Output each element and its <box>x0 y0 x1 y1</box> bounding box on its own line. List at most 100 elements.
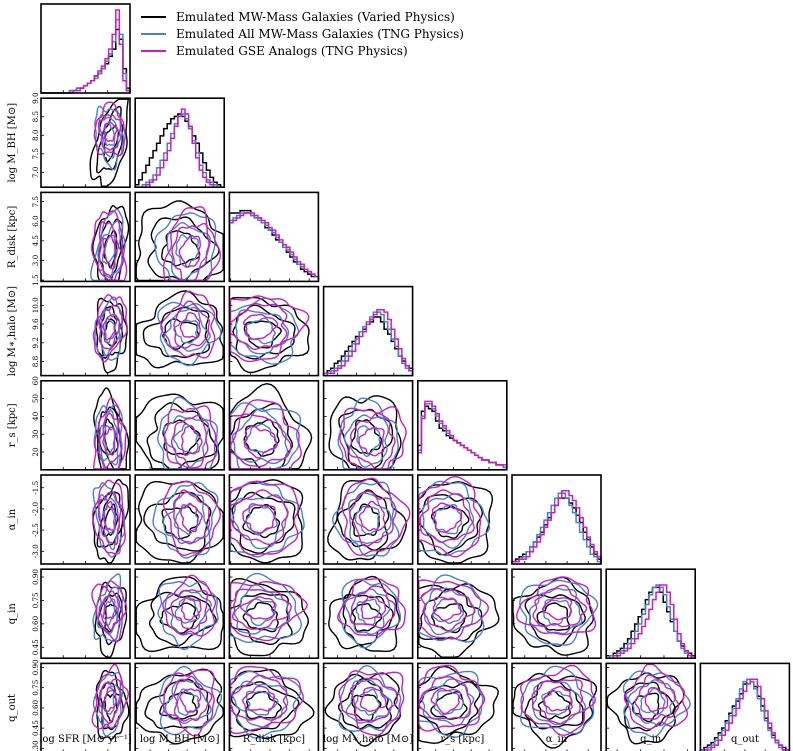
hist-gse-mbh <box>135 108 225 188</box>
contour-varied-mbh-sfr-level-3 <box>89 98 130 187</box>
contour-varied-qin-mbh-level-3 <box>135 576 224 653</box>
contour-varied-qout-mstarhalo-level-1 <box>351 694 382 722</box>
contour-gse-alphain-mstarhalo-level-1 <box>358 500 386 532</box>
ytick-label-mbh-1: 7.5 <box>31 148 40 160</box>
contour-varied-rdisk-mbh-level-2 <box>147 216 220 281</box>
contour-varied-qout-mstarhalo-level-3 <box>324 672 402 747</box>
ytick-label-alphain-1: -2.5 <box>31 523 40 537</box>
contour-tng_all-qin-mbh-level-1 <box>174 597 201 624</box>
panel-rs-sfr: 20 30 40 50 60 <box>31 376 131 471</box>
ytick-label-qout-4: 0.90 <box>31 659 40 675</box>
contour-gse-rs-mbh-level-2 <box>171 414 209 469</box>
legend-label-tng-all: Emulated All MW-Mass Galaxies (TNG Physi… <box>176 27 464 41</box>
panel-alphain-mstarhalo <box>322 474 414 565</box>
contour-gse-qout-mbh-level-1 <box>179 688 202 713</box>
contour-gse-mbh-sfr-level-3 <box>93 101 126 156</box>
panel-frame-mstarhalo-rdisk <box>228 285 320 377</box>
ytick-label-mstarhalo-3: 10.0 <box>31 297 40 313</box>
contour-varied-mstarhalo-sfr-level-2 <box>100 305 124 359</box>
contour-varied-qout-alphain-level-3 <box>512 672 598 749</box>
panel-rdisk-rdisk <box>228 191 320 283</box>
hist-gse-qin <box>606 584 696 659</box>
contour-gse-alphain-mbh-level-2 <box>173 489 211 545</box>
contour-gse-mstarhalo-mbh-level-1 <box>179 311 201 339</box>
hist-tng_all-rs <box>417 403 508 470</box>
contour-gse-rs-mstarhalo-level-2 <box>348 412 396 470</box>
contour-gse-rdisk-mbh-level-3 <box>163 206 222 282</box>
contour-gse-qin-alphain-level-2 <box>532 584 588 628</box>
panel-qout-alphain: -3.0-2.5-2.0-1.5 <box>511 662 602 751</box>
panel-frame-alphain-rs <box>416 474 508 565</box>
panel-mstarhalo-mstarhalo <box>322 285 414 377</box>
contour-gse-mstarhalo-sfr-level-1 <box>102 314 118 341</box>
panel-frame-rs-mstarhalo <box>322 379 414 471</box>
ytick-label-rdisk-1: 3.0 <box>31 254 40 266</box>
contour-tng_all-qin-sfr-level-1 <box>102 598 116 627</box>
ytick-label-qout-3: 0.75 <box>31 679 40 695</box>
xaxis-label-alphain: α_in <box>546 734 568 745</box>
panel-alphain-sfr: -3.0 -2.5 -2.0 -1.5 <box>31 474 131 565</box>
contour-tng_all-qin-mstarhalo-level-2 <box>344 588 391 636</box>
contour-gse-alphain-sfr-level-3 <box>91 479 126 555</box>
panel-frame-qin-rdisk <box>228 568 320 660</box>
contour-gse-qin-mbh-level-1 <box>180 596 202 621</box>
contour-gse-alphain-rs-level-3 <box>418 475 482 558</box>
contour-gse-qout-mstarhalo-level-1 <box>359 686 387 713</box>
contour-tng_all-mbh-sfr-level-3 <box>94 105 125 171</box>
ytick-label-alphain-0: -3.0 <box>31 544 40 558</box>
contour-gse-qout-mstarhalo-level-3 <box>338 670 405 737</box>
contour-tng_all-mbh-sfr-level-1 <box>103 122 116 147</box>
panel-frame-rs-rs <box>416 379 508 471</box>
contour-gse-qin-rdisk-level-3 <box>229 580 308 642</box>
contour-gse-qin-sfr-level-2 <box>98 585 124 631</box>
panel-alphain-rdisk <box>228 474 320 565</box>
contour-gse-qout-sfr-level-3 <box>91 663 130 730</box>
contour-varied-qout-mbh-level-1 <box>159 691 198 720</box>
yaxis-label-mbh: log M_BH [M⊙] <box>7 103 18 183</box>
ytick-label-qout-2: 0.60 <box>31 699 40 715</box>
panel-frame-qin-alphain <box>511 568 602 660</box>
contour-gse-qin-sfr-level-3 <box>91 580 128 643</box>
ytick-label-alphain-3: -1.5 <box>31 480 40 494</box>
contour-gse-alphain-mstarhalo-level-2 <box>349 490 397 547</box>
panel-frame-qin-mbh <box>134 568 225 660</box>
xaxis-label-mstarhalo: log M∗,halo [M⊙] <box>323 734 413 745</box>
panel-rs-rdisk <box>228 379 320 471</box>
contour-tng_all-qin-alphain-level-3 <box>519 579 599 646</box>
contour-gse-rdisk-sfr-level-2 <box>98 221 124 282</box>
panel-frame-alphain-mstarhalo <box>322 474 414 565</box>
panel-mbh-sfr: 7.0 7.5 8.0 8.5 9.0 <box>31 92 131 188</box>
contour-gse-qout-sfr-level-1 <box>102 686 117 713</box>
contour-varied-qin-alphain-level-3 <box>512 576 594 656</box>
hist-gse-rs <box>417 400 508 470</box>
hist-tng_all-sfr <box>41 19 131 94</box>
contour-tng_all-rs-sfr-level-1 <box>102 424 116 456</box>
contour-varied-qout-rdisk-level-2 <box>230 681 300 732</box>
ytick-label-rdisk-3: 6.0 <box>31 215 40 227</box>
contour-gse-mstarhalo-rdisk-level-3 <box>229 295 310 363</box>
yaxis-label-rdisk: R_disk [kpc] <box>7 206 18 268</box>
contour-gse-mstarhalo-mbh-level-3 <box>160 290 216 359</box>
contour-varied-qout-rs-level-1 <box>430 691 468 720</box>
ytick-label-rs-4: 60 <box>31 376 40 386</box>
panel-frame-qout-qout <box>699 662 791 751</box>
ytick-label-qin-2: 0.75 <box>31 592 40 608</box>
contour-varied-alphain-sfr-level-1 <box>102 503 119 537</box>
contour-varied-rs-sfr-level-3 <box>93 387 130 470</box>
corner-panels: 7.0 7.5 8.0 8.5 9.0 1.5 3.0 4.5 6.0 7.5 8.8 9.2 9.6 1… <box>7 3 791 751</box>
contour-gse-qout-rdisk-level-1 <box>242 685 276 712</box>
panel-mbh-mbh <box>134 97 225 188</box>
ytick-label-rdisk-2: 4.5 <box>31 235 40 247</box>
panel-rdisk-mbh <box>134 191 225 283</box>
hist-varied-alphain <box>511 497 602 564</box>
hist-tng_all-mbh <box>135 113 225 188</box>
panel-frame-mstarhalo-mbh <box>134 285 225 377</box>
panel-frame-alphain-mbh <box>134 474 225 565</box>
panel-rdisk-sfr: 1.5 3.0 4.5 6.0 7.5 <box>31 191 131 286</box>
contour-gse-qout-qin-level-2 <box>634 674 680 720</box>
contour-gse-alphain-sfr-level-1 <box>103 500 117 531</box>
contour-gse-rs-rdisk-level-3 <box>229 399 302 470</box>
contour-gse-qin-mbh-level-3 <box>162 574 217 637</box>
panel-frame-rdisk-rdisk <box>228 191 320 283</box>
contour-tng_all-qout-alphain-level-2 <box>532 680 587 726</box>
